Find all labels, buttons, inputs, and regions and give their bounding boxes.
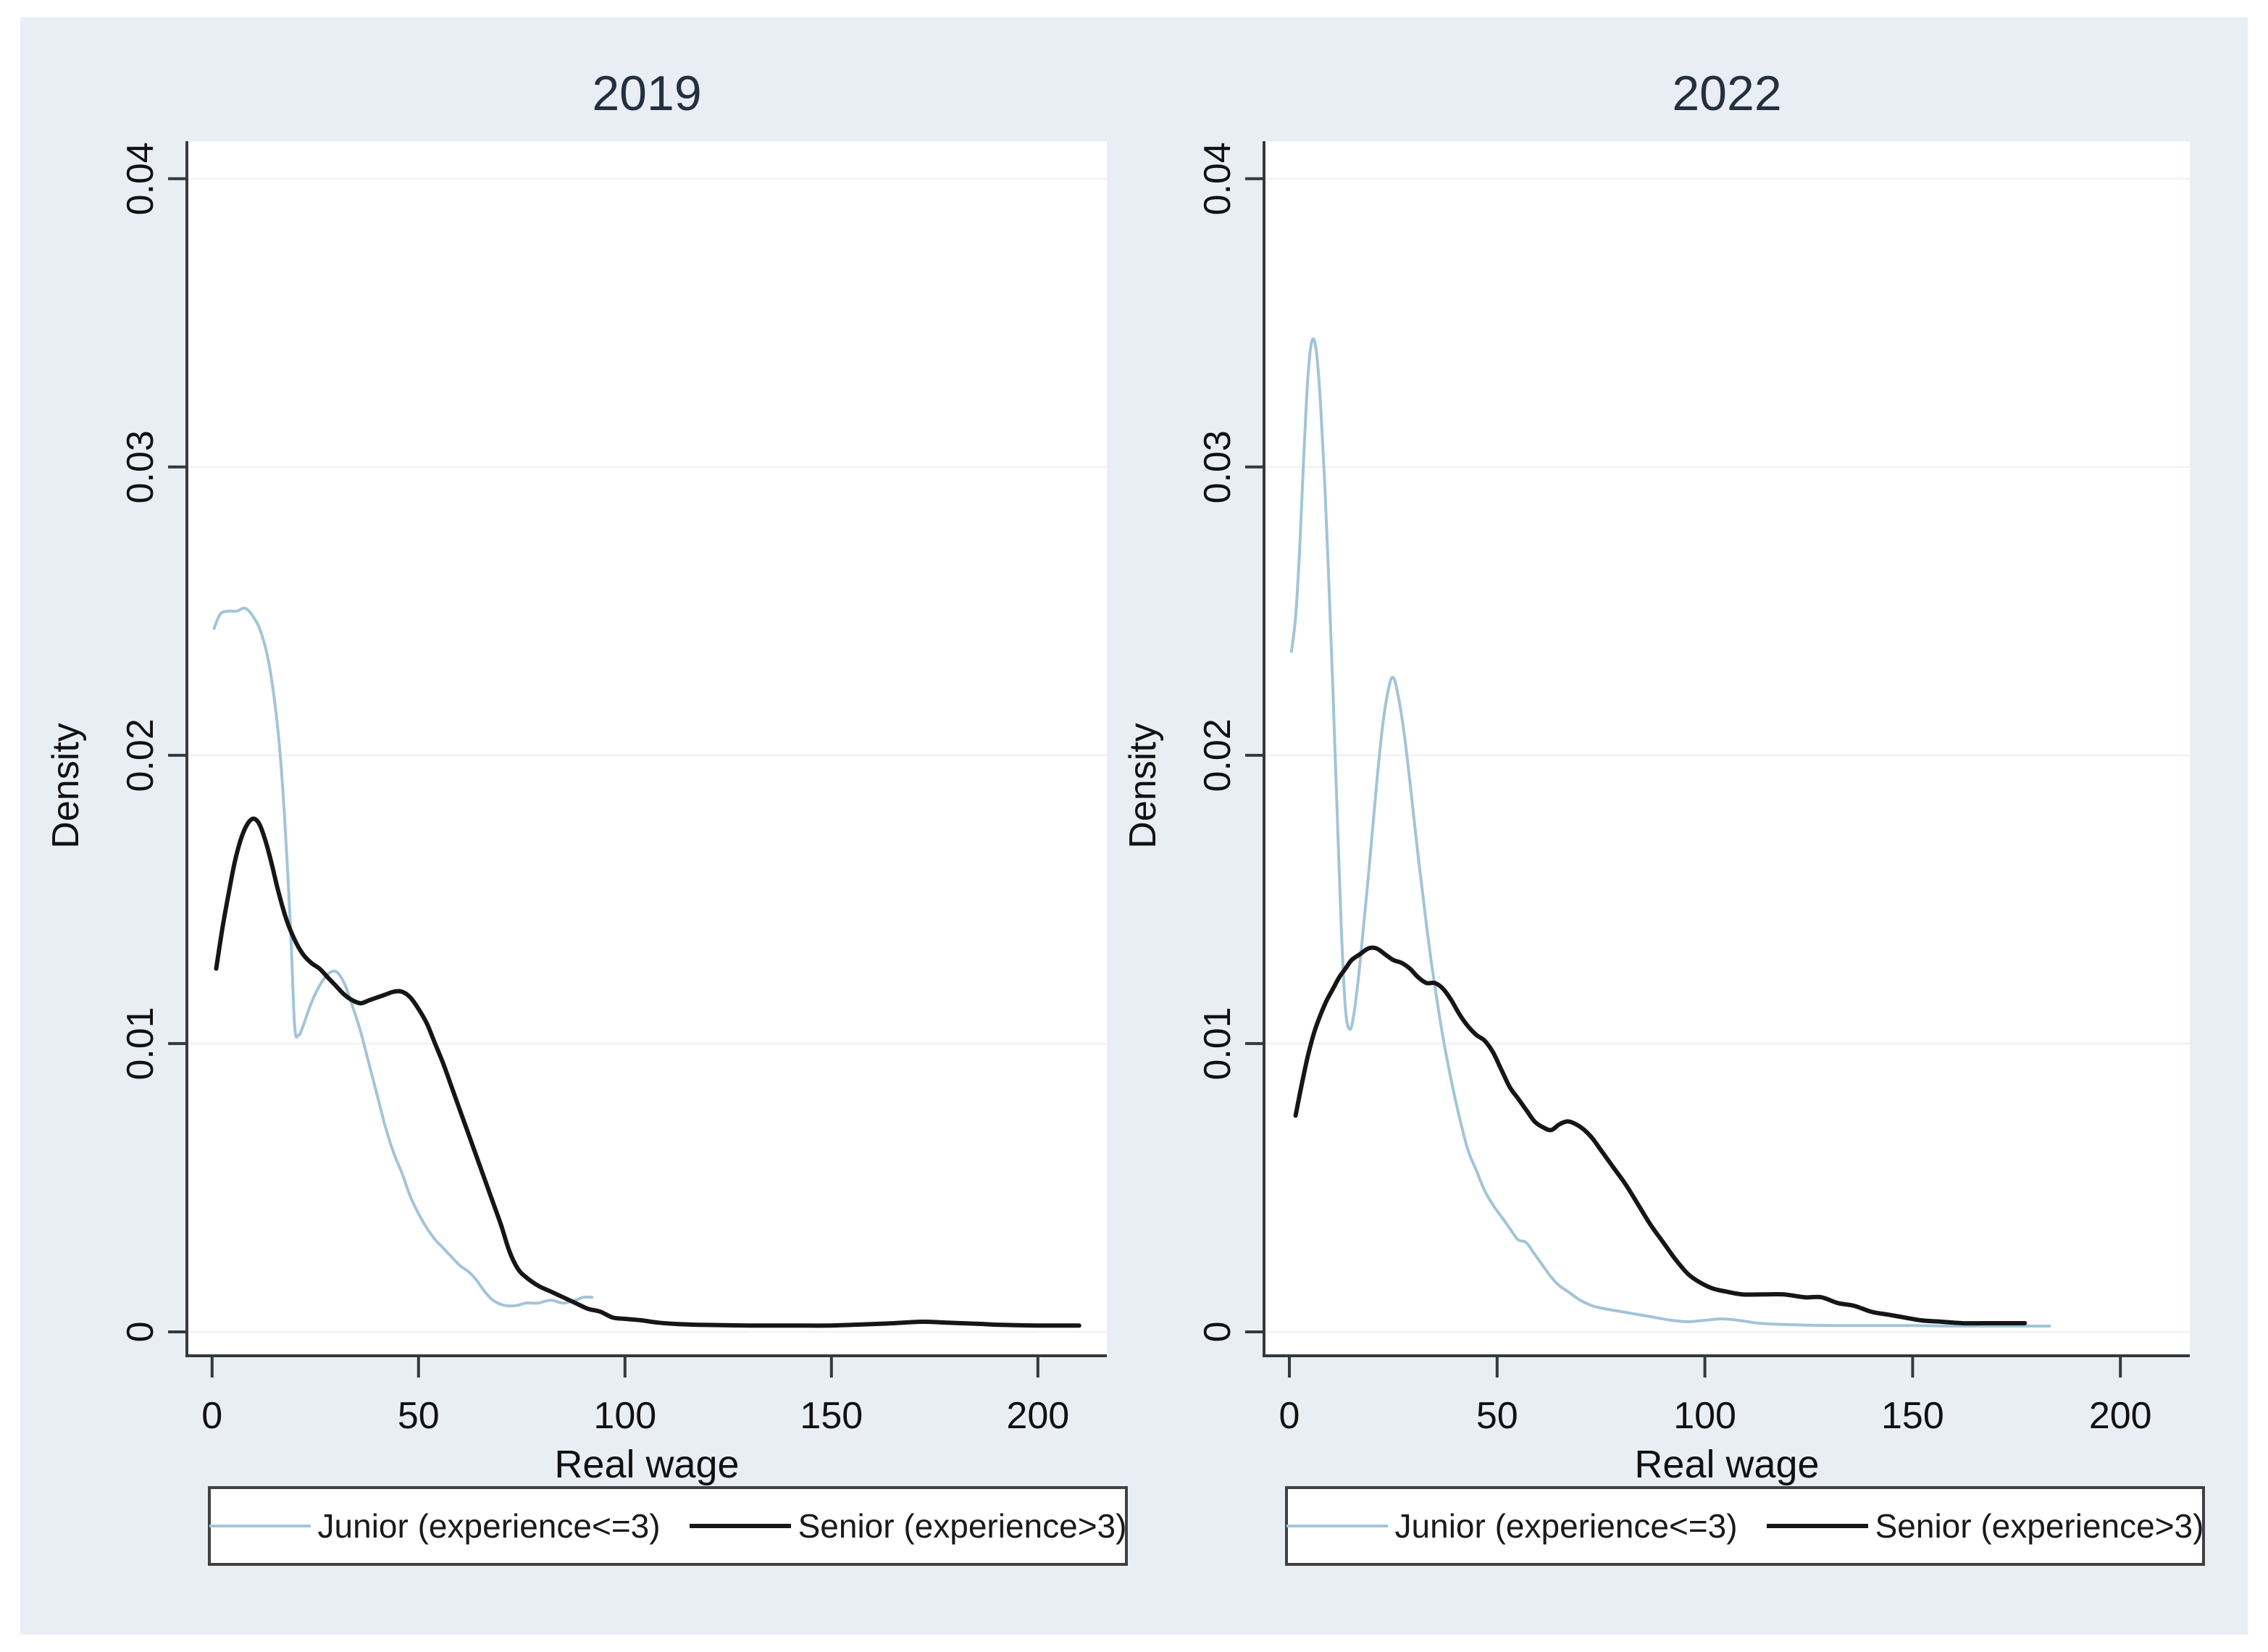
legend-label-senior: Senior (experience>3) (1875, 1507, 2204, 1545)
panel-2022: 0 50 100 150 200 0 0.01 0.02 0.03 0.04 2022 Real … (1122, 66, 2190, 1486)
junior-line-sample (209, 1525, 311, 1527)
panel-title: 2022 (1672, 66, 1781, 121)
legend-2019: Junior (experience<=3) Senior (experienc… (208, 1486, 1128, 1566)
legend-label-senior: Senior (experience>3) (798, 1507, 1127, 1545)
legend-item-junior: Junior (experience<=3) (209, 1506, 661, 1546)
y-tick-label: 0.04 (1197, 142, 1239, 215)
y-tick-label: 0.04 (120, 142, 162, 215)
x-axis-label: Real wage (1634, 1443, 1819, 1486)
y-tick-label: 0.01 (120, 1007, 162, 1080)
y-tick-label: 0.01 (1197, 1007, 1239, 1080)
series-line-junior (212, 606, 594, 1308)
y-tick-label: 0 (120, 1322, 162, 1343)
plot-area (1264, 141, 2190, 1356)
legend-label-junior: Junior (experience<=3) (1394, 1507, 1738, 1545)
x-axis-label: Real wage (554, 1443, 739, 1486)
x-tick-label: 0 (201, 1395, 222, 1437)
legend-label-junior: Junior (experience<=3) (317, 1507, 661, 1545)
x-tick-label: 200 (2089, 1395, 2152, 1437)
y-tick-label: 0.03 (120, 430, 162, 503)
junior-line-sample (1286, 1525, 1388, 1527)
senior-line-sample (1766, 1524, 1868, 1528)
series-line-senior (1293, 945, 2028, 1326)
y-axis-label: Density (1122, 723, 1164, 848)
legend-item-senior: Senior (experience>3) (1766, 1506, 2204, 1546)
legend-item-senior: Senior (experience>3) (689, 1506, 1127, 1546)
y-tick-label: 0.03 (1197, 430, 1239, 503)
x-tick-label: 100 (1673, 1395, 1736, 1437)
x-tick-label: 150 (800, 1395, 863, 1437)
series-line-junior (1289, 337, 2051, 1328)
plot-area (187, 141, 1107, 1356)
x-tick-label: 200 (1006, 1395, 1069, 1437)
x-tick-label: 100 (593, 1395, 656, 1437)
x-tick-label: 150 (1881, 1395, 1944, 1437)
x-tick-label: 0 (1279, 1395, 1300, 1437)
y-tick-label: 0.02 (120, 718, 162, 792)
x-tick-label: 50 (1476, 1395, 1518, 1437)
legend-item-junior: Junior (experience<=3) (1286, 1506, 1738, 1546)
panel-title: 2019 (592, 66, 701, 121)
x-tick-label: 50 (398, 1395, 440, 1437)
y-axis-label: Density (45, 723, 87, 848)
series-line-senior (214, 816, 1081, 1328)
y-tick-label: 0 (1197, 1322, 1239, 1343)
senior-line-sample (689, 1524, 791, 1528)
legend-2022: Junior (experience<=3) Senior (experienc… (1285, 1486, 2205, 1566)
y-tick-label: 0.02 (1197, 718, 1239, 792)
panel-2019: 0 50 100 150 200 0 0.01 0.02 0.03 0.04 2019 Real … (45, 66, 1107, 1486)
